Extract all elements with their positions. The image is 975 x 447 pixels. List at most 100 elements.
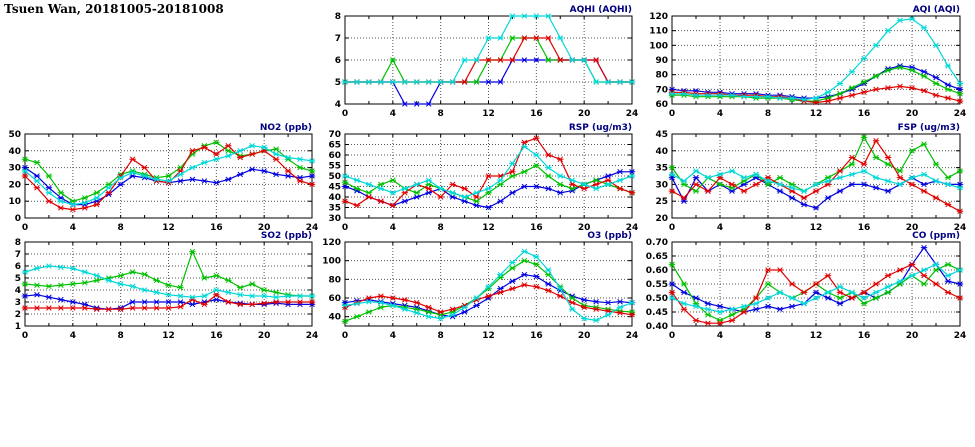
y-tick-label: 5 (335, 78, 341, 88)
x-tick-label: 4 (70, 223, 76, 233)
y-tick-label: 5 (15, 274, 21, 284)
x-tick-label: 16 (530, 331, 543, 341)
y-tick-label: 100 (322, 257, 341, 267)
page-title: Tsuen Wan, 20181005-20181008 (4, 2, 224, 16)
y-tick-label: 3 (15, 298, 21, 308)
x-tick-label: 20 (906, 109, 919, 119)
x-tick-label: 4 (390, 109, 396, 119)
y-tick-label: 100 (649, 41, 668, 51)
y-tick-label: 35 (328, 204, 341, 214)
x-tick-label: 20 (578, 109, 591, 119)
x-tick-label: 8 (438, 331, 444, 341)
y-tick-label: 90 (655, 56, 668, 66)
x-tick-label: 24 (954, 223, 967, 233)
y-tick-label: 35 (655, 164, 668, 174)
chart-title-o3: O3 (ppb) (587, 231, 632, 241)
y-tick-label: 0.40 (646, 322, 668, 332)
chart-title-rsp: RSP (ug/m3) (569, 123, 632, 133)
y-tick-label: 0.50 (646, 294, 668, 304)
y-tick-label: 80 (655, 71, 668, 81)
y-axis: 60 70 80 90 100 110 120 (649, 12, 960, 110)
y-tick-label: 40 (328, 193, 341, 203)
y-tick-label: 60 (328, 294, 341, 304)
x-tick-label: 0 (669, 223, 675, 233)
y-tick-label: 6 (15, 262, 21, 272)
plot-border (671, 133, 961, 219)
o3-plot: 40 60 80 100 120 0 4 8 12 16 20 24 O3 (ppb) (322, 231, 638, 341)
x-tick-label: 4 (390, 331, 396, 341)
series-cyan-markers (341, 248, 636, 324)
y-tick-label: 8 (15, 238, 21, 248)
x-tick-label: 4 (717, 331, 723, 341)
series-red-line (344, 137, 633, 207)
x-tick-label: 12 (810, 223, 823, 233)
series-cyan-line (344, 250, 633, 322)
y-tick-label: 20 (8, 180, 21, 190)
series-cyan-markers (21, 263, 316, 300)
chart-no2: 0 10 20 30 40 50 0 4 8 12 16 20 24 NO2 (ppb) (0, 120, 320, 236)
x-tick-label: 24 (954, 109, 967, 119)
y-tick-label: 0.65 (646, 252, 668, 262)
chart-title-no2: NO2 (ppb) (260, 123, 312, 133)
x-tick-label: 8 (438, 223, 444, 233)
x-tick-label: 16 (530, 109, 543, 119)
x-tick-label: 12 (810, 331, 823, 341)
x-tick-label: 0 (342, 331, 348, 341)
co-plot: 0.40 0.45 0.50 0.55 0.60 0.65 0.70 0 4 8 12 16 20 24 C… (646, 231, 967, 341)
x-tick-label: 24 (954, 331, 967, 341)
series-cyan-markers (668, 168, 964, 194)
series-green-line (24, 249, 312, 297)
x-tick-label: 12 (162, 223, 175, 233)
x-tick-label: 8 (765, 223, 771, 233)
series-red-markers (21, 292, 316, 312)
series-cyan-line (344, 145, 633, 198)
x-tick-label: 20 (258, 223, 271, 233)
y-tick-label: 40 (328, 313, 341, 323)
y-tick-label: 120 (322, 238, 341, 248)
x-tick-label: 4 (717, 223, 723, 233)
y-tick-label: 30 (8, 164, 21, 174)
x-tick-label: 8 (765, 331, 771, 341)
x-axis: 0 4 8 12 16 20 24 (342, 242, 638, 341)
x-tick-label: 16 (858, 223, 871, 233)
chart-title-so2: SO2 (ppb) (261, 231, 312, 241)
y-tick-label: 20 (655, 214, 668, 224)
chart-title-aqi: AQI (AQI) (913, 5, 960, 15)
plot-border (344, 15, 633, 105)
no2-plot: 0 10 20 30 40 50 0 4 8 12 16 20 24 NO2 (ppb) (8, 123, 318, 233)
x-tick-label: 20 (906, 223, 919, 233)
y-tick-label: 40 (8, 147, 21, 157)
y-tick-label: 7 (335, 34, 341, 44)
y-tick-label: 0.70 (646, 238, 668, 248)
y-tick-label: 60 (328, 151, 341, 161)
x-tick-label: 16 (210, 223, 223, 233)
chart-title-co: CO (ppm) (912, 231, 960, 241)
x-tick-label: 4 (70, 331, 76, 341)
series-red-markers (341, 135, 636, 209)
series-red-markers (668, 261, 964, 326)
x-tick-label: 8 (118, 331, 124, 341)
x-tick-label: 12 (482, 223, 495, 233)
y-tick-label: 1 (15, 322, 21, 332)
series-red-markers (668, 137, 964, 215)
y-tick-label: 0.55 (646, 280, 668, 290)
series-red-markers (341, 282, 636, 318)
y-tick-label: 25 (655, 197, 668, 207)
series-cyan-markers (21, 143, 316, 208)
x-tick-label: 16 (858, 109, 871, 119)
y-tick-label: 50 (328, 172, 341, 182)
aqi-plot: 60 70 80 90 100 110 120 0 4 8 12 16 20 24 AQI (AQI) (649, 5, 967, 119)
chart-so2: 1 2 3 4 5 6 7 8 0 4 8 12 16 20 24 SO2 (ppb) (0, 228, 320, 344)
x-tick-label: 20 (258, 331, 271, 341)
y-tick-label: 8 (335, 12, 341, 22)
chart-co: 0.40 0.45 0.50 0.55 0.60 0.65 0.70 0 4 8 12 16 20 24 C… (642, 228, 968, 344)
series-cyan-markers (668, 261, 964, 315)
x-tick-label: 4 (390, 223, 396, 233)
y-tick-label: 6 (335, 56, 341, 66)
x-tick-label: 12 (482, 109, 495, 119)
series-green-line (672, 66, 961, 102)
y-tick-label: 4 (335, 100, 341, 110)
chart-title-fsp: FSP (ug/m3) (898, 123, 960, 133)
